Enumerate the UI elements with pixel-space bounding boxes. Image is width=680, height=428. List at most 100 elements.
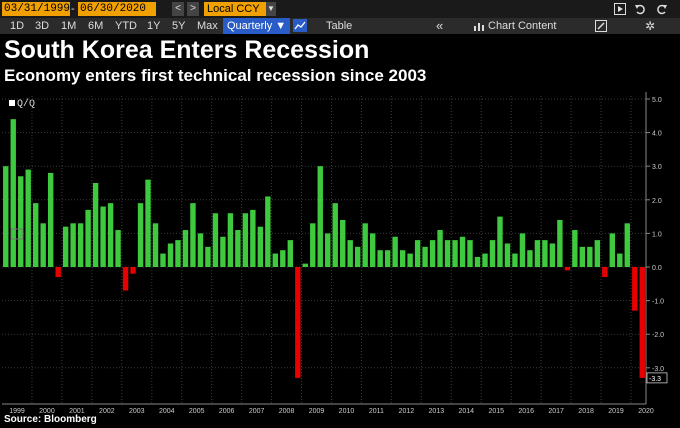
bar xyxy=(497,216,503,267)
bar xyxy=(33,203,39,267)
end-date-field[interactable]: 06/30/2020 xyxy=(78,2,156,16)
start-date-field[interactable]: 03/31/1999 xyxy=(2,2,71,16)
bar xyxy=(594,240,601,267)
range-5y[interactable]: 5Y xyxy=(172,20,186,32)
y-tick-label: 3.0 xyxy=(652,164,662,171)
x-tick-label: 2019 xyxy=(608,408,624,415)
x-tick-label: 2009 xyxy=(309,408,325,415)
bar xyxy=(70,223,76,267)
bar xyxy=(10,119,16,267)
range-max[interactable]: Max xyxy=(197,20,218,32)
range-3d[interactable]: 3D xyxy=(35,20,50,32)
bar xyxy=(47,172,54,267)
bar xyxy=(107,203,114,267)
collapse-icon[interactable]: « xyxy=(436,18,444,33)
range-6m[interactable]: 6M xyxy=(88,20,104,32)
chart-grid xyxy=(2,96,646,404)
x-tick-label: 2011 xyxy=(369,408,384,415)
bar xyxy=(205,246,211,267)
bar xyxy=(220,236,226,267)
y-tick-label: -1.0 xyxy=(652,299,664,306)
chevron-down-icon[interactable]: ▼ xyxy=(266,2,276,16)
bar xyxy=(632,267,638,311)
bar xyxy=(429,240,436,267)
x-tick-label: 2020 xyxy=(638,408,654,415)
bar xyxy=(85,209,91,267)
x-tick-label: 2015 xyxy=(488,408,504,415)
bar xyxy=(257,226,264,267)
x-tick-label: 2001 xyxy=(69,408,85,415)
x-tick-label: 2000 xyxy=(39,408,55,415)
chart-title: South Korea Enters Recession xyxy=(4,36,370,64)
bar xyxy=(557,219,563,267)
currency-select[interactable]: Local CCY xyxy=(204,2,266,16)
zoom-handle-icon[interactable] xyxy=(10,228,24,240)
range-ytd[interactable]: YTD xyxy=(115,20,137,32)
bar xyxy=(317,166,323,267)
bar xyxy=(452,240,458,267)
bar xyxy=(175,240,181,267)
undo-icon[interactable] xyxy=(634,3,646,15)
bar xyxy=(542,240,548,267)
x-tick-label: 2003 xyxy=(129,408,145,415)
bar xyxy=(242,213,249,267)
x-tick-label: 2004 xyxy=(159,408,175,415)
x-tick-label: 2005 xyxy=(189,408,205,415)
bar xyxy=(407,253,413,267)
bar xyxy=(77,223,84,267)
redo-icon[interactable] xyxy=(656,3,668,15)
bar xyxy=(130,267,136,274)
bar xyxy=(564,267,571,271)
bar xyxy=(212,213,219,267)
x-tick-label: 2016 xyxy=(518,408,534,415)
date-range-separator: - xyxy=(71,3,75,15)
edit-icon[interactable] xyxy=(595,20,607,32)
play-icon[interactable] xyxy=(614,3,626,15)
x-tick-label: 2014 xyxy=(458,408,474,415)
bar xyxy=(137,203,144,267)
prev-period-button[interactable]: < xyxy=(172,2,184,16)
legend[interactable]: Q/Q xyxy=(9,99,35,110)
last-value-label: -3.3 xyxy=(649,376,661,383)
bar xyxy=(340,219,346,267)
chart-content-button[interactable]: Chart Content xyxy=(488,20,557,32)
bar xyxy=(504,243,511,267)
line-chart-icon[interactable] xyxy=(293,19,307,32)
chart-subtitle: Economy enters first technical recession… xyxy=(4,66,427,85)
y-tick-label: 1.0 xyxy=(652,231,662,238)
x-axis: 1999 2000 2001 2002 2003 2004 2005 2006 2007 2008… xyxy=(2,403,654,415)
bar xyxy=(272,253,279,267)
frequency-select[interactable]: Quarterly ▼ xyxy=(223,18,291,34)
range-1y[interactable]: 1Y xyxy=(147,20,161,32)
bar xyxy=(197,233,204,267)
bar xyxy=(55,267,61,278)
bar xyxy=(310,223,316,267)
range-1m[interactable]: 1M xyxy=(61,20,77,32)
bar xyxy=(287,240,293,267)
table-button[interactable]: Table xyxy=(326,20,353,32)
bar xyxy=(265,196,271,267)
range-1d[interactable]: 1D xyxy=(10,20,25,32)
bar xyxy=(527,250,533,267)
bar xyxy=(160,253,166,267)
bar xyxy=(534,240,541,267)
bar xyxy=(437,230,443,267)
bar xyxy=(624,223,630,267)
gear-icon[interactable]: ✲ xyxy=(645,19,656,33)
bar xyxy=(3,166,9,267)
bar xyxy=(227,213,234,267)
bar xyxy=(100,206,106,267)
bar xyxy=(355,246,361,267)
bar xyxy=(332,203,338,267)
bar xyxy=(92,183,99,267)
bar xyxy=(235,230,241,267)
source-note: Source: Bloomberg xyxy=(4,414,97,425)
bar xyxy=(444,240,451,267)
x-tick-label: 2008 xyxy=(279,408,295,415)
bar xyxy=(399,250,406,267)
bar xyxy=(190,203,196,267)
bar xyxy=(18,176,24,267)
next-period-button[interactable]: > xyxy=(187,2,199,16)
x-tick-label: 2006 xyxy=(219,408,235,415)
bar xyxy=(115,230,121,267)
